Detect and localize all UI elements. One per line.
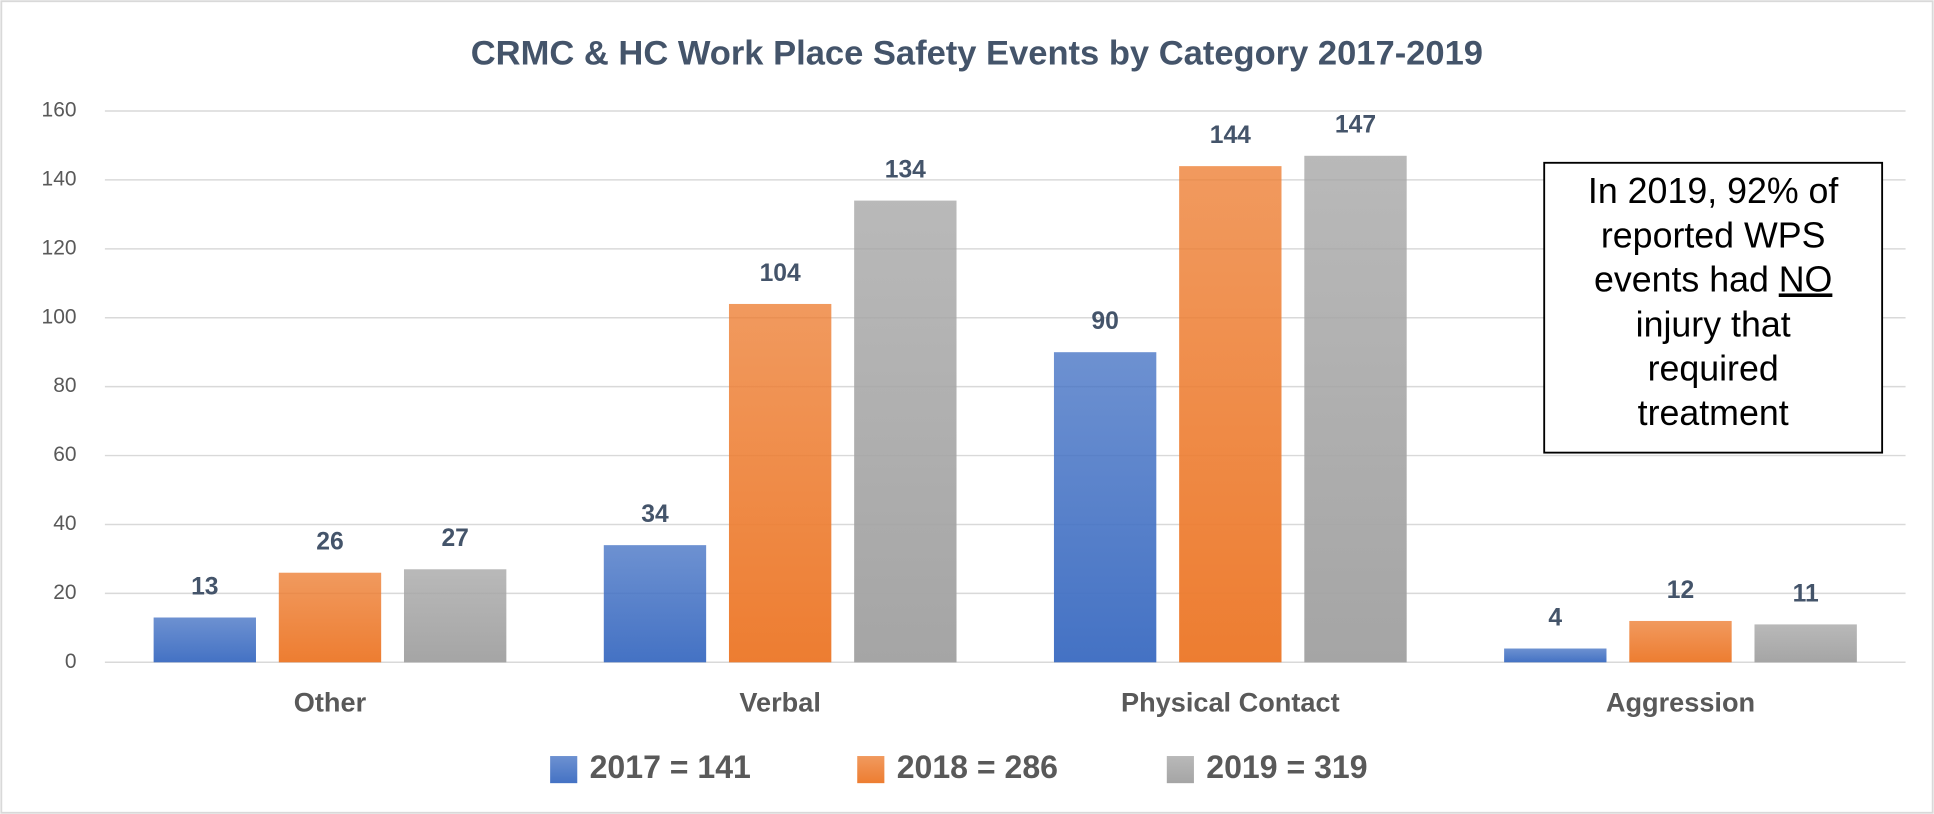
bar [1754, 624, 1857, 663]
legend-label: 2019 = 319 [1206, 749, 1367, 785]
y-tick-label: 80 [53, 374, 76, 397]
data-label: 90 [1091, 308, 1118, 335]
data-label: 13 [191, 573, 218, 600]
data-label: 147 [1335, 112, 1376, 139]
annotation-line: events had NO [1594, 260, 1832, 300]
chart-title: CRMC & HC Work Place Safety Events by Ca… [471, 35, 1483, 73]
data-label: 134 [885, 157, 926, 184]
data-label: 11 [1793, 580, 1819, 607]
x-tick-label: Verbal [739, 686, 820, 717]
bar [403, 569, 507, 663]
legend-label: 2018 = 286 [897, 749, 1058, 785]
x-tick-label: Aggression [1606, 686, 1755, 717]
bar [1304, 155, 1407, 663]
annotation-line: treatment [1638, 393, 1789, 433]
bar [728, 303, 832, 663]
y-tick-label: 140 [42, 167, 77, 190]
annotation-line: injury that [1636, 304, 1791, 344]
annotation-segment: NO [1779, 260, 1833, 300]
bar [153, 617, 256, 663]
bar [854, 200, 957, 663]
y-tick-label: 20 [53, 581, 76, 604]
bar [1053, 352, 1157, 663]
legend-swatch [550, 756, 578, 784]
bar [278, 572, 382, 663]
y-tick-label: 100 [42, 305, 77, 328]
bar [1179, 166, 1282, 663]
data-label: 104 [760, 260, 801, 287]
legend-label: 2017 = 141 [590, 749, 751, 785]
x-tick-label: Physical Contact [1121, 686, 1340, 717]
annotation-box [1543, 161, 1884, 454]
data-label: 144 [1210, 122, 1251, 149]
annotation-line: In 2019, 92% of [1588, 171, 1839, 211]
annotation-segment: events had [1594, 260, 1769, 300]
y-tick-label: 40 [53, 512, 76, 535]
y-tick-label: 160 [42, 99, 77, 122]
bar [1504, 648, 1607, 663]
data-label: 12 [1667, 577, 1694, 604]
bar [603, 545, 707, 663]
x-tick-label: Other [294, 686, 367, 717]
bar [1629, 620, 1732, 663]
annotation-line: required [1648, 349, 1779, 389]
y-tick-label: 120 [42, 236, 77, 259]
data-label: 4 [1548, 604, 1562, 631]
data-label: 27 [441, 525, 468, 552]
y-tick-label: 0 [65, 650, 77, 673]
legend-swatch [1166, 756, 1194, 784]
data-label: 34 [641, 501, 669, 528]
legend-swatch [857, 756, 885, 784]
y-tick-label: 60 [53, 443, 76, 466]
data-label: 26 [316, 529, 343, 556]
annotation-line: reported WPS [1601, 215, 1826, 255]
